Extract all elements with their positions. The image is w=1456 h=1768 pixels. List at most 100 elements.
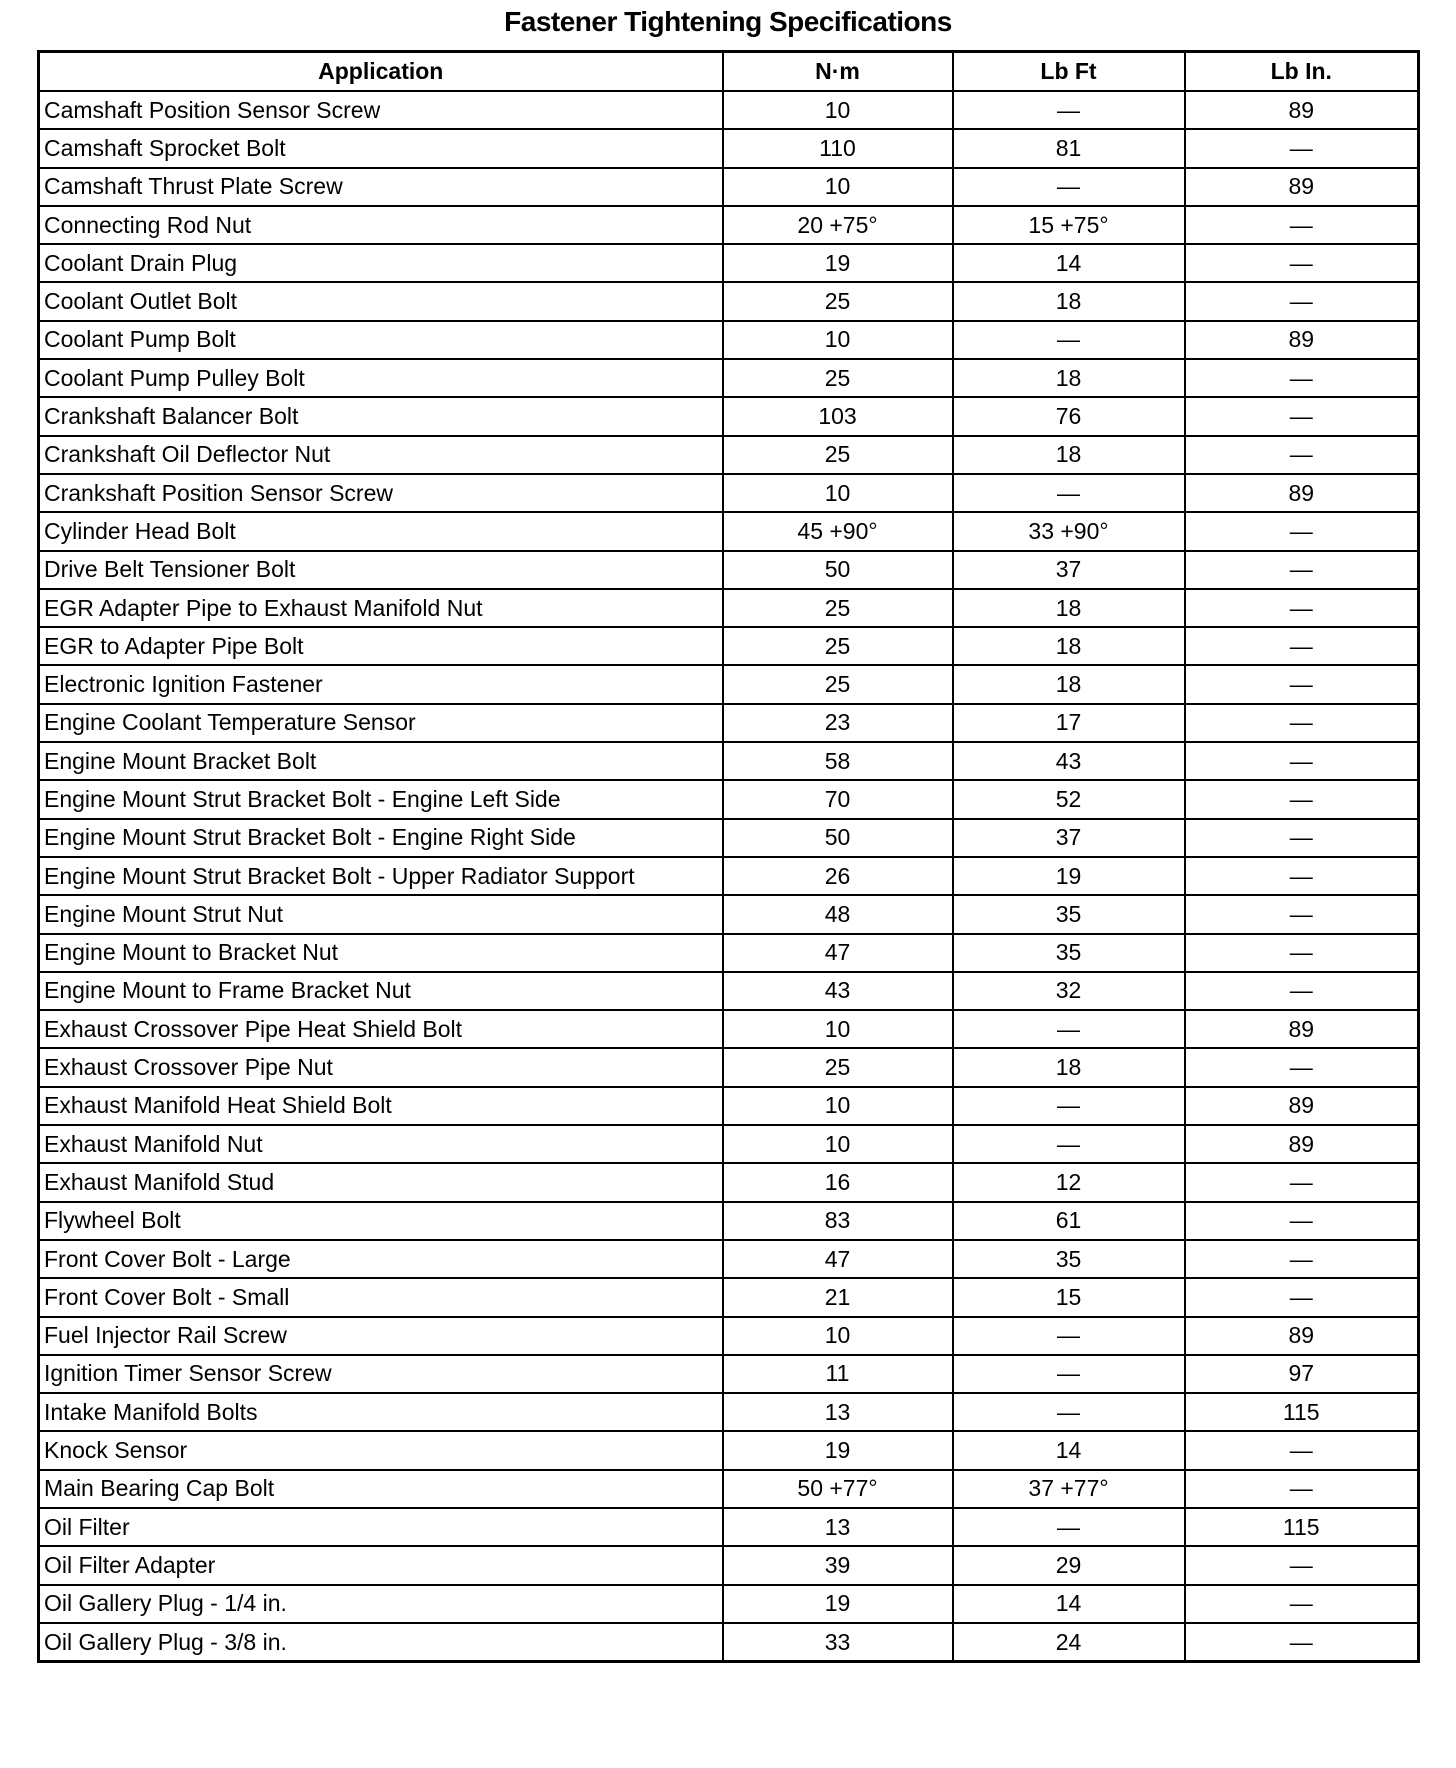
value-cell: 61 — [951, 1200, 1186, 1241]
value-cell: — — [951, 319, 1186, 361]
value-cell: 14 — [951, 243, 1186, 284]
value-cell: 14 — [951, 1583, 1186, 1624]
value-cell: — — [1183, 1162, 1420, 1203]
value-cell: 50 — [721, 817, 954, 858]
value-cell: 11 — [721, 1353, 954, 1395]
value-cell: 89 — [1183, 472, 1420, 514]
value-cell: 19 — [721, 1583, 954, 1624]
table-row: EGR Adapter Pipe to Exhaust Manifold Nut… — [37, 587, 1420, 629]
table-row: Engine Mount Bracket Bolt 58 43— — [37, 741, 1420, 782]
value-cell: — — [1183, 779, 1420, 820]
table-row: Camshaft Position Sensor Screw 10—89 — [37, 89, 1420, 131]
application-cell: Engine Mount Strut Bracket Bolt - Engine… — [37, 817, 724, 858]
application-cell: Oil Filter — [37, 1506, 724, 1548]
value-cell: 10 — [721, 1315, 954, 1356]
table-row: Engine Mount to Bracket Nut 47 35— — [37, 932, 1420, 973]
value-cell: 14 — [951, 1430, 1186, 1471]
value-cell: 35 — [951, 932, 1186, 973]
value-cell: — — [951, 1124, 1186, 1165]
table-row: Coolant Drain Plug 19 14— — [37, 243, 1420, 284]
value-cell: 33 +90° — [951, 511, 1186, 552]
value-cell: 76 — [951, 396, 1186, 437]
value-cell: — — [1183, 894, 1420, 935]
value-cell: 18 — [951, 281, 1186, 322]
value-cell: 83 — [721, 1200, 954, 1241]
application-cell: Drive Belt Tensioner Bolt — [37, 549, 724, 590]
value-cell: 103 — [721, 396, 954, 437]
value-cell: 16 — [721, 1162, 954, 1203]
value-cell: 19 — [721, 243, 954, 284]
application-cell: EGR to Adapter Pipe Bolt — [37, 626, 724, 667]
table-row: Engine Mount to Frame Bracket Nut 43 32— — [37, 970, 1420, 1012]
value-cell: — — [1183, 1200, 1420, 1241]
value-cell: 18 — [951, 1047, 1186, 1088]
value-cell: 25 — [721, 664, 954, 705]
value-cell: — — [1183, 1238, 1420, 1280]
application-cell: Flywheel Bolt — [37, 1200, 724, 1241]
table-row: Oil Filter Adapter 39 29— — [37, 1545, 1420, 1586]
table-row: Cylinder Head Bolt 45 +90° 33 +90° — — [37, 511, 1420, 552]
value-cell: 33 — [721, 1621, 954, 1663]
value-cell: — — [951, 1353, 1186, 1395]
value-cell: 48 — [721, 894, 954, 935]
value-cell: 18 — [951, 358, 1186, 399]
value-cell: 35 — [951, 894, 1186, 935]
table-row: Front Cover Bolt - Small 21 15— — [37, 1277, 1420, 1318]
application-cell: Intake Manifold Bolts — [37, 1392, 724, 1433]
value-cell: 13 — [721, 1392, 954, 1433]
value-cell: 115 — [1183, 1392, 1420, 1433]
value-cell: 39 — [721, 1545, 954, 1586]
value-cell: — — [1183, 281, 1420, 322]
application-cell: Engine Mount Strut Nut — [37, 894, 724, 935]
value-cell: 25 — [721, 587, 954, 629]
application-cell: Engine Coolant Temperature Sensor — [37, 702, 724, 744]
table-row: EGR to Adapter Pipe Bolt 25 18— — [37, 626, 1420, 667]
application-cell: Cylinder Head Bolt — [37, 511, 724, 552]
value-cell: 89 — [1183, 1009, 1420, 1050]
column-header: Lb In. — [1183, 50, 1420, 92]
value-cell: 89 — [1183, 166, 1420, 207]
value-cell: — — [1183, 1545, 1420, 1586]
table-row: Intake Manifold Bolts 13—115 — [37, 1392, 1420, 1433]
table-row: Crankshaft Balancer Bolt 103 76— — [37, 396, 1420, 437]
value-cell: — — [1183, 396, 1420, 437]
value-cell: — — [951, 1506, 1186, 1548]
application-cell: Coolant Drain Plug — [37, 243, 724, 284]
value-cell: — — [1183, 855, 1420, 897]
column-header: Application — [37, 50, 724, 92]
application-cell: Engine Mount Strut Bracket Bolt - Upper … — [37, 855, 724, 897]
value-cell: 47 — [721, 932, 954, 973]
value-cell: 17 — [951, 702, 1186, 744]
application-cell: Electronic Ignition Fastener — [37, 664, 724, 705]
table-head: Application N·m Lb Ft Lb In. — [37, 50, 1420, 92]
application-cell: Camshaft Sprocket Bolt — [37, 128, 724, 169]
value-cell: 110 — [721, 128, 954, 169]
value-cell: — — [1183, 549, 1420, 590]
value-cell: 45 +90° — [721, 511, 954, 552]
value-cell: 89 — [1183, 1315, 1420, 1356]
value-cell: 25 — [721, 281, 954, 322]
application-cell: Coolant Outlet Bolt — [37, 281, 724, 322]
value-cell: 47 — [721, 1238, 954, 1280]
table-row: Drive Belt Tensioner Bolt 50 37— — [37, 549, 1420, 590]
value-cell: 43 — [721, 970, 954, 1012]
value-cell: — — [1183, 1047, 1420, 1088]
value-cell: 10 — [721, 1124, 954, 1165]
application-cell: Exhaust Manifold Nut — [37, 1124, 724, 1165]
value-cell: 35 — [951, 1238, 1186, 1280]
application-cell: Engine Mount Strut Bracket Bolt - Engine… — [37, 779, 724, 820]
value-cell: — — [951, 1315, 1186, 1356]
value-cell: 18 — [951, 434, 1186, 475]
table-body: Camshaft Position Sensor Screw 10—89 Camsh… — [37, 89, 1420, 1663]
table-row: Main Bearing Cap Bolt 50 +77° 37 +77° — — [37, 1468, 1420, 1509]
application-cell: Oil Gallery Plug - 3/8 in. — [37, 1621, 724, 1663]
table-row: Oil Filter 13—115 — [37, 1506, 1420, 1548]
value-cell: 10 — [721, 89, 954, 131]
table-row: Engine Mount Strut Nut 48 35— — [37, 894, 1420, 935]
table-row: Coolant Pump Pulley Bolt 25 18— — [37, 358, 1420, 399]
value-cell: 19 — [721, 1430, 954, 1471]
application-cell: Engine Mount to Bracket Nut — [37, 932, 724, 973]
column-header: Lb Ft — [951, 50, 1186, 92]
value-cell: 24 — [951, 1621, 1186, 1663]
table-row: Crankshaft Oil Deflector Nut 25 18— — [37, 434, 1420, 475]
